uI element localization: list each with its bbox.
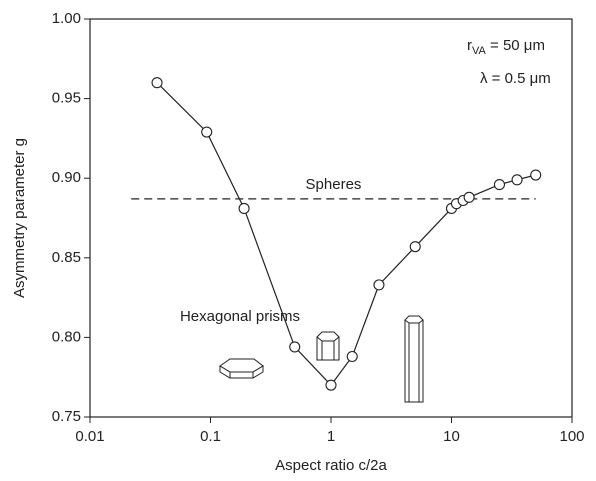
series-label: Hexagonal prisms: [180, 308, 300, 325]
data-point: [463, 191, 475, 203]
x-tick-label: 0.01: [75, 428, 104, 445]
short-prism-icon: [316, 331, 340, 361]
y-tick-label: 0.85: [52, 249, 81, 266]
reference-label: Spheres: [306, 176, 362, 193]
x-axis-label: Aspect ratio c/2a: [275, 457, 387, 474]
data-point: [201, 126, 213, 138]
y-tick-label: 0.90: [52, 169, 81, 186]
data-point: [346, 350, 358, 363]
data-point: [530, 169, 542, 181]
data-point: [238, 202, 250, 214]
data-point: [493, 179, 506, 191]
data-point: [289, 341, 301, 353]
data-point: [151, 77, 163, 89]
plate-icon: [219, 358, 264, 379]
x-tick-label: 1: [327, 428, 335, 445]
y-axis-label: Asymmetry parameter g: [11, 138, 28, 298]
wavelength-label: λ = 0.5 μm: [480, 70, 551, 87]
radius-symbol: r: [467, 37, 472, 54]
data-point: [373, 279, 385, 291]
y-tick-label: 0.75: [52, 408, 81, 425]
series-line: [156, 82, 536, 387]
data-point: [409, 241, 421, 253]
radius-text: = 50 μm: [486, 37, 545, 54]
y-tick-label: 0.95: [52, 90, 81, 107]
radius-subscript: VA: [472, 45, 487, 57]
column-icon: [404, 315, 424, 403]
x-tick-label: 10: [443, 428, 460, 445]
radius-label: rVA = 50 μm: [467, 37, 545, 57]
y-tick-label: 1.00: [52, 10, 81, 27]
y-tick-label: 0.80: [52, 328, 81, 345]
data-point: [325, 379, 337, 391]
x-tick-label: 100: [559, 428, 584, 445]
data-point: [511, 174, 523, 186]
x-tick-label: 0.1: [200, 428, 221, 445]
